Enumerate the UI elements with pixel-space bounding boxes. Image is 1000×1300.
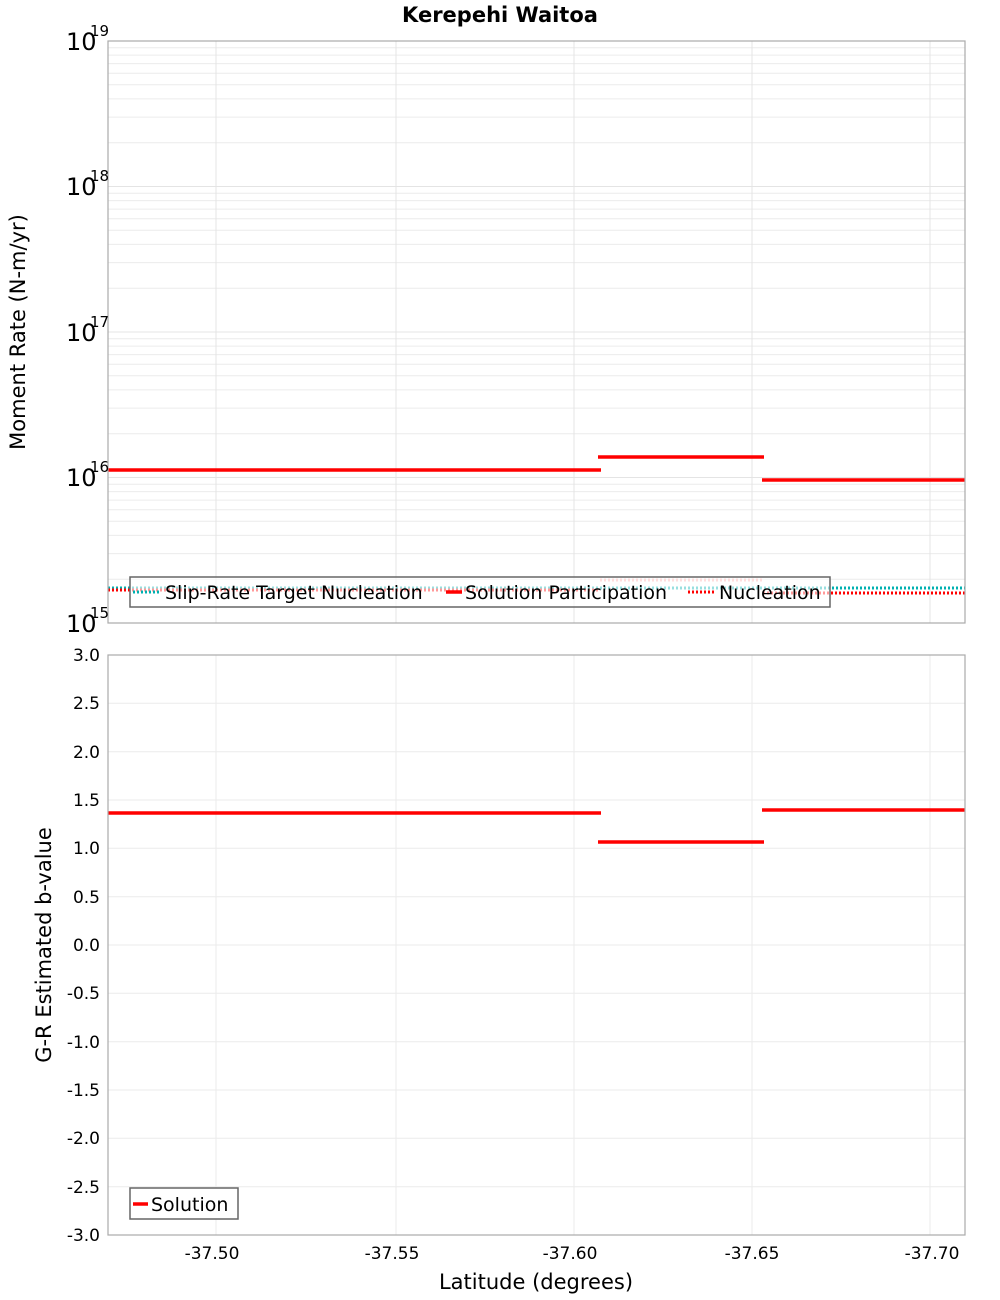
top-panel: 10 19 10 18 10 17 10 16 10 15 Moment Rat… (6, 22, 966, 638)
y-tick: -2.5 (67, 1178, 100, 1198)
x-tick: -37.60 (543, 1244, 598, 1264)
bottom-legend: Solution (129, 1187, 239, 1220)
x-tick: -37.55 (365, 1244, 420, 1264)
x-axis-ticks: -37.50 -37.55 -37.60 -37.65 -37.70 (185, 1244, 960, 1264)
x-axis-label: Latitude (degrees) (439, 1270, 633, 1294)
bottom-plot-frame (107, 654, 966, 1236)
y-tick: -0.5 (67, 984, 100, 1004)
bottom-grid (108, 655, 965, 1235)
y-tick: 3.0 (73, 646, 100, 666)
y-tick: 1.0 (73, 839, 100, 859)
y-tick-base: 10 (66, 173, 97, 201)
y-tick: 2.5 (73, 694, 100, 714)
x-tick: -37.70 (905, 1244, 960, 1264)
top-y-ticks: 10 19 10 18 10 17 10 16 10 15 (66, 22, 109, 638)
y-tick-base: 10 (66, 464, 97, 492)
legend-label-nucleation: Nucleation (719, 582, 821, 604)
y-tick: -3.0 (67, 1226, 100, 1246)
chart-title: Kerepehi Waitoa (402, 3, 598, 27)
series-solution-bvalue (108, 808, 965, 844)
legend-label-solution: Solution Participation (465, 582, 667, 604)
x-tick: -37.50 (185, 1244, 240, 1264)
top-legend: Slip-Rate Target Nucleation Solution Par… (129, 576, 831, 608)
y-tick-base: 10 (66, 28, 97, 56)
y-tick-exp: 18 (90, 167, 109, 185)
bottom-y-axis-label: G-R Estimated b-value (32, 827, 56, 1063)
y-tick: -1.5 (67, 1081, 100, 1101)
y-tick-base: 10 (66, 319, 97, 347)
series-solution-participation (108, 455, 965, 482)
y-tick: 1.5 (73, 791, 100, 811)
bottom-y-ticks: 3.0 2.5 2.0 1.5 1.0 0.5 0.0 -0.5 -1.0 -1… (67, 646, 100, 1246)
top-grid-major (108, 41, 965, 623)
y-tick: 0.0 (73, 936, 100, 956)
y-tick: 2.0 (73, 743, 100, 763)
y-tick-base: 10 (66, 610, 97, 638)
top-y-axis-label: Moment Rate (N-m/yr) (6, 214, 30, 450)
y-tick: 0.5 (73, 888, 100, 908)
y-tick: -2.0 (67, 1129, 100, 1149)
y-tick: -1.0 (67, 1033, 100, 1053)
legend-label-solution: Solution (151, 1194, 228, 1216)
top-grid-minor (108, 47, 965, 580)
y-tick-exp: 16 (90, 458, 109, 476)
x-tick: -37.65 (725, 1244, 780, 1264)
legend-label-target: Slip-Rate Target Nucleation (165, 582, 423, 604)
top-plot-frame (107, 40, 966, 624)
bottom-panel: 3.0 2.5 2.0 1.5 1.0 0.5 0.0 -0.5 -1.0 -1… (32, 646, 966, 1246)
y-tick-exp: 17 (90, 313, 109, 331)
y-tick-exp: 19 (90, 22, 109, 40)
y-tick-exp: 15 (90, 604, 109, 622)
